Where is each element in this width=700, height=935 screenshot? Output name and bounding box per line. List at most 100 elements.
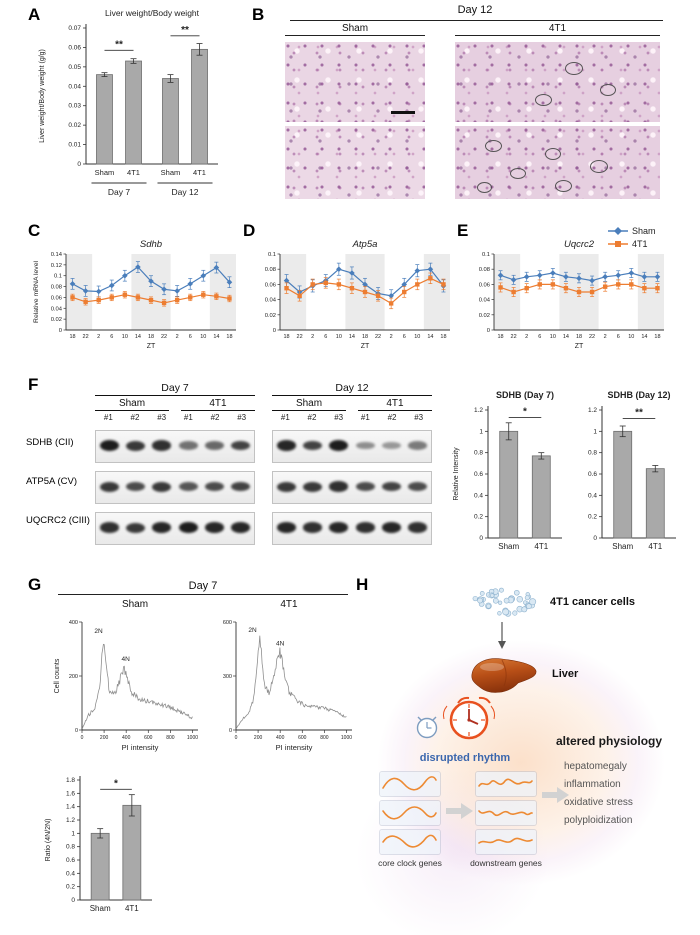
svg-text:0.02: 0.02	[68, 122, 81, 129]
legend-item-sham: Sham	[608, 226, 656, 236]
histology-image-4t1-bottom	[455, 126, 660, 199]
svg-text:4T1: 4T1	[127, 168, 140, 177]
svg-text:0: 0	[229, 728, 232, 734]
svg-text:PI intensity: PI intensity	[276, 743, 313, 752]
svg-text:4T1: 4T1	[125, 904, 139, 913]
svg-text:0.14: 0.14	[51, 252, 63, 258]
svg-text:600: 600	[144, 735, 153, 741]
sdhb-day12-bar-chart: 0 0.2 0.4 0.6 0.8 1 1.2 Sham 4T1 ** SDHB (Day 12)	[588, 390, 676, 551]
svg-text:0.6: 0.6	[66, 857, 75, 864]
panel-b-label: B	[252, 5, 265, 24]
blot-band	[382, 481, 401, 492]
svg-text:0.1: 0.1	[54, 274, 62, 280]
blot-band	[205, 522, 224, 533]
blot-band	[152, 522, 172, 533]
svg-text:22: 22	[511, 334, 517, 340]
blot-band	[99, 440, 119, 451]
svg-text:0.6: 0.6	[474, 471, 483, 478]
blot-band	[355, 441, 375, 450]
svg-text:0.2: 0.2	[474, 514, 483, 521]
flow-histogram-4t1: 0 300 600 0 200 400 600 800 1000 2N 4N PI intensity	[223, 620, 352, 752]
blot-block-day12: Day 12 Sham 4T1 #1 #2 #3 #1 #2 #3	[272, 382, 432, 545]
svg-text:Cell counts: Cell counts	[54, 658, 61, 693]
blot-band	[178, 522, 198, 533]
svg-text:0.8: 0.8	[474, 450, 483, 457]
blot-day12-4t1-header: 4T1	[358, 398, 432, 411]
svg-text:0.08: 0.08	[479, 267, 490, 273]
histology-image-4t1-top	[455, 42, 660, 122]
blot-band	[99, 481, 119, 492]
atp5a-line-chart: 00.020.040.060.080.118 22 2 6 10 14 18 22 2 6 10 14…	[265, 239, 450, 350]
svg-text:18: 18	[362, 334, 368, 340]
svg-text:6: 6	[403, 334, 406, 340]
4t1-marker-icon	[608, 241, 628, 247]
downstream-wave-icon	[476, 772, 536, 796]
polyploid-ring	[485, 140, 502, 152]
panel-a-label: A	[28, 5, 41, 24]
liver-icon	[471, 658, 537, 693]
blot-band	[355, 522, 375, 533]
svg-text:1.2: 1.2	[474, 407, 483, 414]
svg-text:Sham: Sham	[612, 542, 633, 551]
panel-e-label: E	[457, 221, 469, 240]
blot-day7-uqcrc2	[95, 512, 255, 545]
svg-text:Sdhb: Sdhb	[140, 239, 162, 250]
blot-band	[99, 522, 119, 533]
panel-b-title-underline	[290, 20, 663, 21]
blot-band	[408, 522, 428, 533]
svg-text:Sham: Sham	[498, 542, 519, 551]
svg-text:Day 12: Day 12	[172, 187, 199, 197]
svg-text:0.06: 0.06	[265, 282, 276, 288]
svg-text:22: 22	[589, 334, 595, 340]
svg-text:0.6: 0.6	[588, 471, 597, 478]
svg-text:1: 1	[479, 428, 483, 435]
block-arrow-icon	[446, 803, 473, 819]
blot-day7-atp5a	[95, 471, 255, 504]
blot-day7-4t1-header: 4T1	[181, 398, 255, 411]
svg-text:SDHB (Day 12): SDHB (Day 12)	[607, 390, 670, 400]
downstream-wave-icon	[476, 830, 536, 854]
blot-day12-header: Day 12	[272, 382, 432, 396]
panel-g-day-header: Day 7	[58, 580, 348, 595]
svg-text:18: 18	[440, 334, 446, 340]
svg-text:14: 14	[641, 334, 647, 340]
svg-text:1000: 1000	[187, 735, 198, 741]
svg-text:18: 18	[148, 334, 154, 340]
uqcrc2-line-chart: 00.020.040.060.080.118 22 2 6 10 14 18 22 2 6 10 14…	[479, 239, 664, 350]
svg-text:0.4: 0.4	[474, 492, 483, 499]
svg-text:400: 400	[69, 620, 78, 626]
svg-text:0: 0	[75, 728, 78, 734]
svg-text:0.1: 0.1	[482, 252, 490, 258]
svg-text:1: 1	[593, 428, 597, 435]
svg-text:200: 200	[100, 735, 109, 741]
disrupted-rhythm-label: disrupted rhythm	[419, 752, 511, 764]
blot-day12-sham-header: Sham	[272, 398, 346, 411]
svg-text:Atp5a: Atp5a	[352, 239, 378, 250]
downstream-genes-label: downstream genes	[470, 858, 542, 868]
effect-item: inflammation	[564, 779, 621, 790]
blot-band	[126, 481, 145, 492]
blot-row-label-sdhb: SDHB (CII)	[26, 437, 74, 448]
panel-g-4t1-header: 4T1	[280, 599, 298, 610]
svg-text:1.2: 1.2	[588, 407, 597, 414]
blot-band	[303, 522, 322, 533]
svg-text:6: 6	[110, 334, 113, 340]
effect-item: polyploidization	[564, 815, 633, 826]
panel-b-col-sham: Sham	[285, 23, 425, 36]
blot-day12-uqcrc2	[272, 512, 432, 545]
blot-band	[382, 441, 401, 450]
svg-text:18: 18	[226, 334, 232, 340]
blot-day7-lane-labels: #1 #2 #3 #1 #2 #3	[103, 413, 247, 422]
svg-text:10: 10	[550, 334, 556, 340]
svg-text:2: 2	[604, 334, 607, 340]
blot-row-label-atp5a: ATP5A (CV)	[26, 476, 78, 487]
svg-text:22: 22	[375, 334, 381, 340]
effect-item: oxidative stress	[564, 797, 633, 808]
svg-text:ZT: ZT	[361, 343, 370, 350]
svg-text:6: 6	[617, 334, 620, 340]
svg-text:0.2: 0.2	[66, 884, 75, 891]
svg-text:400: 400	[276, 735, 285, 741]
svg-text:18: 18	[283, 334, 289, 340]
polyploid-ring	[555, 180, 572, 192]
svg-text:4T1: 4T1	[648, 542, 662, 551]
